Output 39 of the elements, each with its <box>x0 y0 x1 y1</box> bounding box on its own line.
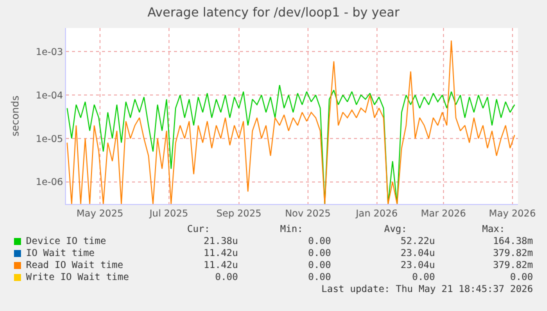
y-tick-label: 1e-03 <box>36 46 64 58</box>
x-tick-label: Jul 2025 <box>148 208 188 220</box>
text: 0.00 <box>215 272 238 283</box>
text: 0.00 <box>308 236 331 247</box>
x-tick-label: Jan 2026 <box>354 208 398 220</box>
x-tick-label: Sep 2025 <box>216 208 262 220</box>
legend-label: Write IO Wait time <box>26 272 129 283</box>
text: Max: <box>482 224 505 235</box>
text: 52.22u <box>400 236 435 247</box>
x-tick-label: Mar 2026 <box>420 208 466 220</box>
x-tick-label: May 2025 <box>76 208 124 220</box>
text: Min: <box>280 224 303 235</box>
text: 11.42u <box>204 248 238 259</box>
x-tick-label: Nov 2025 <box>284 208 331 220</box>
text: 0.00 <box>308 260 331 271</box>
text: Cur: <box>187 224 210 235</box>
y-tick-label: 1e-05 <box>36 134 64 145</box>
x-tick-label: May 2026 <box>488 208 536 220</box>
y-tick-label: 1e-04 <box>36 90 64 102</box>
legend-label: Read IO Wait time <box>26 260 124 271</box>
text: 23.04u <box>400 260 435 271</box>
text: 21.38u <box>204 236 238 247</box>
text: 0.00 <box>510 272 533 283</box>
text: 379.82m <box>492 260 533 271</box>
text: Last update: Thu May 21 18:45:37 2026 <box>321 284 533 295</box>
text: 379.82m <box>492 248 533 259</box>
text: 0.00 <box>308 272 331 283</box>
line-series <box>66 40 516 204</box>
y-axis-title: seconds <box>10 96 22 136</box>
y-tick-label: 1e-06 <box>36 177 64 188</box>
text: 11.42u <box>204 260 238 271</box>
text: 23.04u <box>400 248 435 259</box>
text: 164.38m <box>492 236 533 247</box>
text: 0.00 <box>412 272 435 283</box>
text: Avg: <box>384 224 407 235</box>
legend-label: IO Wait time <box>26 248 95 259</box>
chart-title: Average latency for /dev/loop1 - by year <box>147 4 400 20</box>
legend-label: Device IO time <box>26 236 106 247</box>
text: 0.00 <box>308 248 331 259</box>
